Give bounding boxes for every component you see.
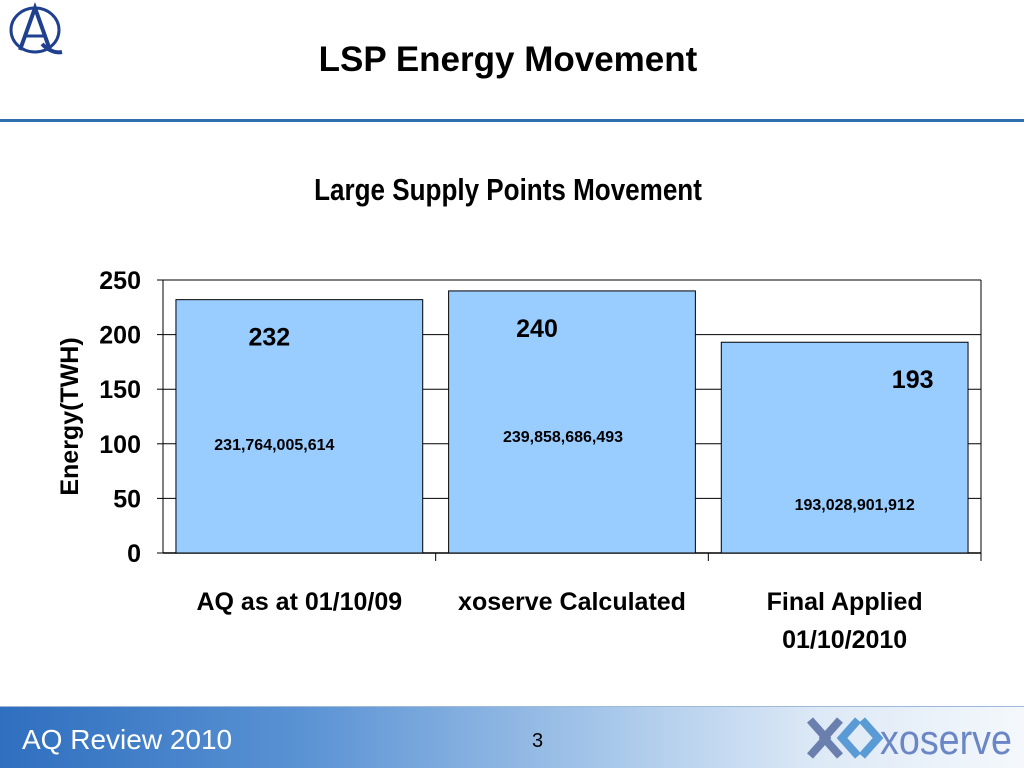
x-tick-label: xoserve Calculated	[458, 588, 686, 616]
y-tick-label: 200	[99, 322, 141, 350]
footer-bar	[0, 707, 1024, 768]
y-tick-label: 100	[99, 431, 141, 459]
value-label: 240	[516, 315, 558, 343]
chart-title: Large Supply Points Movement	[314, 172, 702, 207]
title-divider	[0, 119, 1024, 122]
bar	[448, 290, 696, 554]
x-tick-label: AQ as at 01/10/09	[196, 588, 402, 616]
y-tick-label: 50	[113, 485, 141, 513]
y-tick-label: 250	[99, 267, 141, 295]
page-number: 3	[532, 730, 544, 752]
data-label: 193,028,901,912	[795, 497, 915, 514]
slide-title: LSP Energy Movement	[318, 40, 698, 79]
footer-title: AQ Review 2010	[22, 724, 233, 755]
y-axis-label: Energy(TWH)	[56, 337, 84, 495]
value-label: 232	[248, 324, 290, 352]
y-tick-label: 150	[99, 376, 141, 404]
xoserve-logo: xoserve	[807, 716, 1012, 763]
aq-logo-icon	[9, 2, 63, 55]
data-label: 239,858,686,493	[503, 429, 623, 446]
value-label: 193	[892, 366, 934, 394]
y-tick-label: 0	[127, 540, 141, 568]
xoserve-mark-icon	[807, 717, 884, 759]
x-tick-label: Final Applied 01/10/2010	[767, 588, 923, 654]
brand-name: xoserve	[880, 716, 1012, 763]
bar	[175, 299, 424, 554]
data-label: 231,764,005,614	[214, 437, 334, 454]
footer-divider	[0, 706, 1024, 707]
bar	[720, 341, 969, 554]
